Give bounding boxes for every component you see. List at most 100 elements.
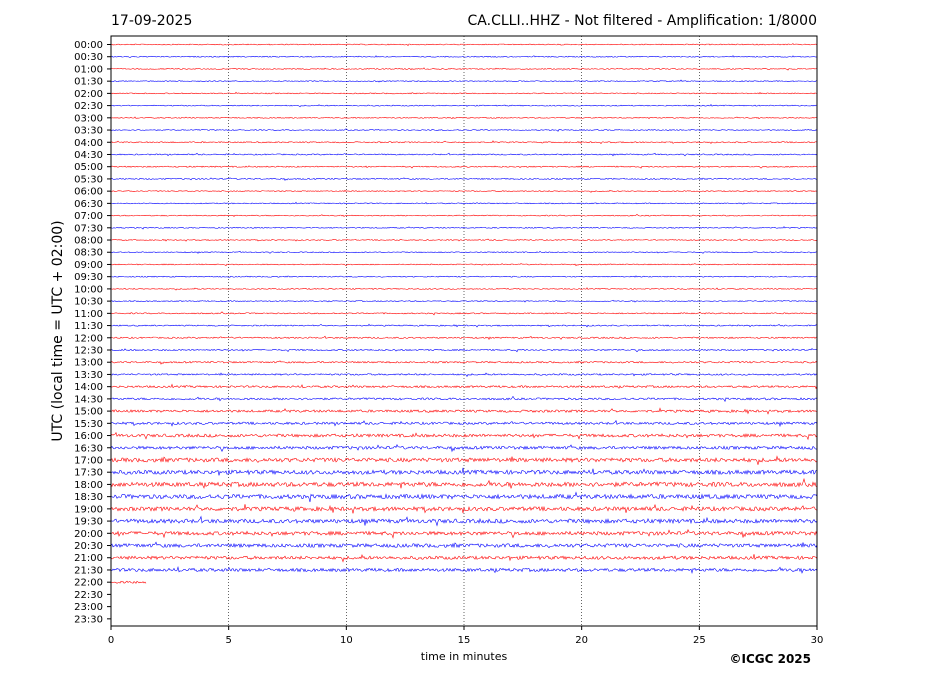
y-tick-label: 14:00 [74, 382, 103, 393]
y-tick-label: 01:30 [74, 77, 103, 88]
seismic-trace [110, 477, 818, 489]
seismic-trace [110, 201, 818, 205]
y-tick-label: 23:30 [74, 614, 103, 625]
seismic-trace [110, 541, 818, 549]
seismic-trace [110, 467, 818, 476]
y-tick-label: 10:00 [74, 284, 103, 295]
y-tick-label: 17:30 [74, 468, 103, 479]
seismic-trace [110, 299, 818, 303]
y-tick-label: 20:30 [74, 541, 103, 552]
y-tick-label: 11:30 [74, 321, 103, 332]
seismic-trace [110, 55, 818, 58]
seismic-trace [110, 152, 818, 157]
x-axis-label: time in minutes [421, 650, 508, 663]
seismic-trace [110, 455, 818, 465]
seismic-trace [110, 189, 818, 193]
y-tick-label: 15:30 [74, 419, 103, 430]
seismic-trace [110, 431, 818, 441]
y-tick-label: 18:00 [74, 480, 103, 491]
y-tick-label: 15:00 [74, 407, 103, 418]
seismic-trace [110, 226, 818, 230]
seismic-trace [110, 263, 818, 267]
y-tick-label: 06:00 [74, 187, 103, 198]
seismic-trace [110, 116, 818, 120]
seismic-trace [110, 128, 818, 132]
y-tick-label: 08:30 [74, 248, 103, 259]
seismic-trace [110, 395, 818, 403]
seismic-trace [111, 311, 818, 316]
y-tick-label: 19:30 [74, 517, 103, 528]
seismic-trace [110, 238, 818, 242]
y-tick-label: 08:00 [74, 236, 103, 247]
y-tick-label: 02:30 [74, 101, 103, 112]
y-tick-label: 05:00 [74, 162, 103, 173]
y-tick-label: 00:30 [74, 52, 103, 63]
x-tick-label: 10 [340, 635, 353, 646]
y-tick-label: 21:30 [74, 565, 103, 576]
grid-lines [228, 36, 700, 626]
y-tick-label: 12:00 [74, 333, 103, 344]
y-tick-label: 11:00 [74, 309, 103, 320]
y-tick-label: 06:30 [74, 199, 103, 210]
y-tick-label: 21:00 [74, 553, 103, 564]
y-tick-label: 00:00 [74, 40, 103, 51]
y-tick-label: 03:00 [74, 113, 103, 124]
y-tick-label: 09:00 [74, 260, 103, 271]
y-tick-label: 18:30 [74, 492, 103, 503]
seismic-traces [110, 43, 818, 584]
seismic-trace [110, 213, 818, 217]
copyright-label: ©ICGC 2025 [729, 652, 811, 666]
x-tick-label: 0 [108, 635, 114, 646]
y-tick-label: 02:00 [74, 89, 103, 100]
seismic-trace [110, 79, 818, 83]
date-label: 17-09-2025 [111, 13, 192, 29]
seismic-trace [110, 503, 818, 514]
x-axis-ticks: 0 5 10 15 20 25 30 [108, 626, 824, 646]
y-tick-label: 05:30 [74, 174, 103, 185]
y-tick-label: 22:00 [74, 578, 103, 589]
seismic-trace [110, 323, 818, 328]
y-tick-label: 14:30 [74, 394, 103, 405]
seismic-trace [110, 553, 818, 563]
station-title: CA.CLLI..HHZ - Not filtered - Amplificat… [468, 13, 817, 29]
seismic-trace [110, 360, 818, 365]
y-tick-label: 23:00 [74, 602, 103, 613]
seismic-trace [110, 91, 818, 95]
y-tick-label: 04:30 [74, 150, 103, 161]
seismic-trace [110, 565, 818, 575]
x-tick-label: 5 [225, 635, 231, 646]
plot-frame [110, 35, 818, 627]
seismic-trace [110, 275, 818, 278]
seismic-trace [110, 335, 818, 341]
y-tick-label: 19:00 [74, 504, 103, 515]
y-tick-label: 13:30 [74, 370, 103, 381]
seismic-trace [110, 444, 818, 453]
seismic-trace [110, 419, 818, 428]
y-tick-label: 07:00 [74, 211, 103, 222]
seismic-trace [110, 407, 818, 415]
y-axis-label: UTC (local time = UTC + 02:00) [50, 220, 66, 441]
seismic-trace [110, 515, 818, 527]
y-tick-label: 07:30 [74, 223, 103, 234]
y-tick-label: 03:30 [74, 126, 103, 137]
seismic-trace [110, 177, 818, 181]
seismic-trace [110, 383, 818, 390]
x-tick-label: 25 [693, 635, 706, 646]
y-tick-label: 22:30 [74, 590, 103, 601]
y-tick-label: 09:30 [74, 272, 103, 283]
y-tick-label: 10:30 [74, 297, 103, 308]
y-tick-label: 17:00 [74, 455, 103, 466]
y-tick-label: 04:00 [74, 138, 103, 149]
y-tick-label: 01:00 [74, 64, 103, 75]
seismic-trace [110, 250, 818, 254]
seismic-trace [110, 140, 818, 145]
y-tick-label: 16:30 [74, 443, 103, 454]
x-tick-label: 30 [811, 635, 824, 646]
seismic-trace [110, 43, 818, 47]
seismic-trace [110, 580, 147, 584]
y-tick-label: 20:00 [74, 529, 103, 540]
seismic-trace [110, 287, 818, 291]
seismic-trace [110, 103, 818, 108]
